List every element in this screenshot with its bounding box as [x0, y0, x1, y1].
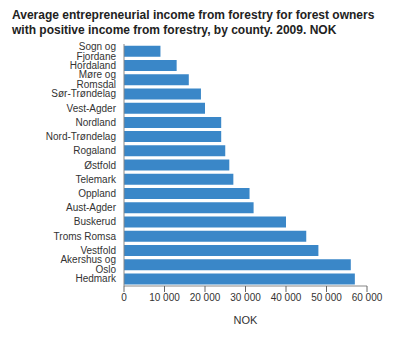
svg-text:Rogaland: Rogaland: [73, 145, 116, 156]
svg-text:30 000: 30 000: [230, 292, 261, 303]
svg-text:Telemark: Telemark: [75, 174, 117, 185]
svg-text:Vestfold: Vestfold: [80, 245, 116, 256]
svg-text:Sogn ogFjordane: Sogn ogFjordane: [77, 41, 117, 62]
svg-text:Buskerud: Buskerud: [74, 216, 116, 227]
svg-text:NOK: NOK: [234, 314, 259, 326]
svg-text:Vest-Agder: Vest-Agder: [67, 103, 117, 114]
svg-text:Aust-Agder: Aust-Agder: [66, 202, 117, 213]
svg-text:Hordaland: Hordaland: [69, 59, 116, 71]
svg-text:Nord-Trøndelag: Nord-Trøndelag: [46, 131, 116, 142]
svg-text:Akershus ogOslo: Akershus ogOslo: [60, 254, 116, 275]
html-text:Average entrepreneurial income: Average entrepreneurial income from fore…: [12, 8, 375, 37]
svg-text:10 000: 10 000: [149, 292, 180, 303]
svg-text:40 000: 40 000: [271, 292, 302, 303]
svg-text:Troms Romsa: Troms Romsa: [54, 231, 117, 242]
svg-text:Sør-Trøndelag: Sør-Trøndelag: [51, 88, 116, 99]
svg-text:50 000: 50 000: [311, 292, 342, 303]
svg-text:Hedmark: Hedmark: [75, 273, 117, 284]
svg-text:Nordland: Nordland: [75, 117, 116, 128]
svg-text:20 000: 20 000: [190, 292, 221, 303]
svg-text:0: 0: [121, 292, 127, 303]
svg-text:60 000: 60 000: [352, 292, 383, 303]
svg-text:Oppland: Oppland: [78, 188, 116, 199]
svg-text:Østfold: Østfold: [84, 160, 116, 171]
svg-text:Møre ogRomsdal: Møre ogRomsdal: [77, 69, 116, 90]
